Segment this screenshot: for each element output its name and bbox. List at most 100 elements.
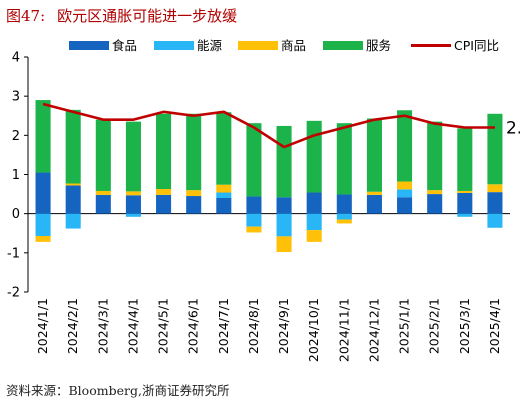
bar-2024-11-1-4 [336, 123, 352, 195]
bar-2025-1-1-2 [397, 189, 413, 198]
x-tick-label: 2024/1/1 [35, 298, 50, 354]
y-tick-label: 0 [12, 207, 20, 222]
bar-2025-3-1-1 [457, 192, 473, 214]
x-tick-label: 2025/4/1 [487, 298, 502, 354]
bar-2024-8-1-3 [246, 226, 262, 233]
source-note: 资料来源：Bloomberg,浙商证券研究所 [6, 383, 230, 398]
figure-label: 图47: [6, 7, 46, 25]
bar-2024-1-1-1 [35, 172, 51, 214]
x-tick-label: 2024/12/1 [366, 298, 381, 362]
bar-2025-4-1-3 [487, 184, 503, 193]
bar-2024-4-1-3 [125, 191, 141, 196]
bar-2024-9-1-3 [276, 236, 292, 253]
bar-2024-7-1-4 [216, 112, 232, 185]
x-tick-label: 2025/1/1 [397, 298, 412, 354]
x-tick-label: 2024/3/1 [95, 298, 110, 354]
bar-2024-5-1-1 [156, 194, 172, 214]
bar-2024-8-1-2 [246, 213, 262, 227]
bar-2025-2-1-3 [427, 190, 443, 195]
bar-2024-9-1-4 [276, 125, 292, 198]
chart-legend: 食品 能源 商品 服务 CPI同比 [69, 38, 499, 53]
x-tick-label: 2024/6/1 [186, 298, 201, 354]
bar-2024-5-1-4 [156, 113, 172, 189]
bar-2025-4-1-2 [487, 213, 503, 228]
y-tick-label: 4 [12, 51, 20, 66]
bar-2024-6-1-3 [186, 190, 202, 197]
bar-2024-6-1-4 [186, 113, 202, 191]
bar-2024-10-1-2 [306, 213, 322, 231]
y-tick-label: -1 [7, 246, 20, 261]
legend-label: 服务 [366, 38, 391, 53]
bar-2024-1-1-4 [35, 100, 51, 173]
legend-swatch [154, 41, 194, 50]
bar-2024-12-1-4 [366, 118, 382, 192]
bar-2024-4-1-4 [125, 121, 141, 192]
x-tick-label: 2025/2/1 [427, 298, 442, 354]
x-tick-label: 2024/8/1 [246, 298, 261, 354]
legend-swatch [323, 41, 363, 50]
legend-label: 食品 [112, 38, 137, 53]
bar-2025-1-1-4 [397, 110, 413, 182]
chart-cpi-line: 2.2 [42, 102, 520, 149]
x-tick-label: 2024/9/1 [276, 298, 291, 354]
bar-2024-2-1-2 [65, 213, 81, 229]
bar-2024-10-1-3 [306, 230, 322, 242]
legend-label: 商品 [281, 38, 306, 53]
bar-2024-12-1-3 [366, 191, 382, 195]
bar-2025-4-1-4 [487, 113, 503, 185]
y-tick-label: -2 [7, 286, 20, 301]
bar-2024-5-1-3 [156, 188, 172, 195]
bar-2024-4-1-1 [125, 195, 141, 214]
bar-2024-10-1-4 [306, 120, 322, 193]
chart-axes: -2 -1 0 1 2 3 4 2024/1/1 2024/2/1 2024/3/1 2024/4/… [7, 51, 510, 362]
legend-swatch [69, 41, 109, 50]
bar-2024-11-1-1 [336, 194, 352, 214]
bar-2024-1-1-3 [35, 235, 51, 242]
bar-2025-1-1-3 [397, 181, 413, 190]
y-tick-label: 3 [12, 90, 20, 105]
bar-2024-9-1-2 [276, 213, 292, 237]
bar-2024-6-1-1 [186, 196, 202, 214]
chart-bars [35, 100, 503, 253]
legend-swatch [238, 41, 278, 50]
bar-2024-7-1-2 [216, 192, 232, 198]
bar-2024-10-1-1 [306, 192, 322, 214]
bar-2024-9-1-1 [276, 197, 292, 214]
bar-2024-7-1-3 [216, 184, 232, 193]
bar-2024-2-1-3 [65, 183, 81, 186]
y-tick-label: 2 [12, 129, 20, 144]
bar-2024-8-1-4 [246, 123, 262, 197]
legend-label: CPI同比 [454, 38, 499, 53]
x-tick-label: 2024/7/1 [216, 298, 231, 354]
figure-title-text: 欧元区通胀可能进一步放缓 [57, 7, 238, 25]
annotation-label: 2.2 [506, 119, 520, 139]
bar-2025-3-1-4 [457, 128, 473, 191]
bar-2024-11-1-2 [336, 213, 352, 220]
bar-2025-2-1-1 [427, 194, 443, 214]
bar-2024-1-1-2 [35, 213, 51, 236]
bar-2025-1-1-1 [397, 197, 413, 214]
bar-2024-12-1-1 [366, 194, 382, 214]
x-tick-label: 2024/10/1 [306, 298, 321, 362]
x-tick-label: 2024/2/1 [65, 298, 80, 354]
bar-2024-4-1-2 [125, 213, 141, 217]
y-tick-label: 1 [12, 168, 20, 183]
bar-2025-3-1-3 [457, 190, 473, 193]
bar-2025-4-1-1 [487, 192, 503, 214]
x-tick-label: 2024/11/1 [336, 298, 351, 362]
x-tick-label: 2024/5/1 [156, 298, 171, 354]
bar-2024-7-1-1 [216, 198, 232, 214]
x-tick-label: 2025/3/1 [457, 298, 472, 354]
bar-2024-3-1-3 [95, 190, 111, 195]
bar-2025-3-1-2 [457, 213, 473, 217]
figure-title: 图47: 欧元区通胀可能进一步放缓 [6, 5, 237, 26]
bar-2024-3-1-4 [95, 119, 111, 191]
bar-2024-2-1-1 [65, 185, 81, 214]
bar-2024-11-1-3 [336, 219, 352, 224]
bar-2024-3-1-1 [95, 194, 111, 214]
bar-2025-2-1-4 [427, 121, 443, 191]
bar-2024-8-1-1 [246, 196, 262, 214]
cpi-line-path [42, 102, 495, 149]
legend-label: 能源 [197, 38, 223, 53]
